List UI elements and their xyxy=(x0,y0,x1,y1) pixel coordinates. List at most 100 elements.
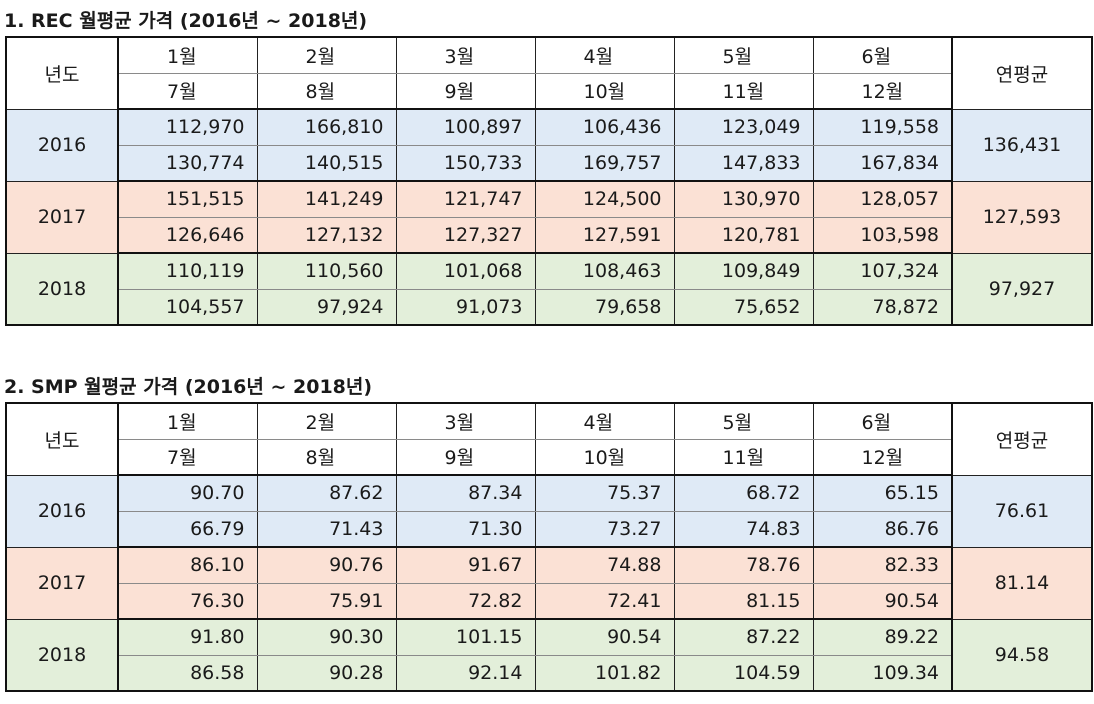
price-cell: 127,132 xyxy=(256,216,397,254)
smp-title: 2. SMP 월평균 가격 (2016년 ~ 2018년) xyxy=(4,376,373,398)
month-header: 7월 xyxy=(117,72,258,110)
annual-avg-cell: 94.58 xyxy=(951,618,1093,692)
month-header: 1월 xyxy=(117,36,258,74)
month-header: 9월 xyxy=(395,438,536,476)
price-cell: 97,924 xyxy=(256,288,397,326)
price-cell: 91,073 xyxy=(395,288,536,326)
price-cell: 79,658 xyxy=(534,288,675,326)
price-cell: 66.79 xyxy=(117,510,258,548)
price-cell: 128,057 xyxy=(812,180,953,218)
price-cell: 151,515 xyxy=(117,180,258,218)
month-header: 1월 xyxy=(117,402,258,440)
price-cell: 107,324 xyxy=(812,252,953,290)
month-header: 12월 xyxy=(812,72,953,110)
price-cell: 91.67 xyxy=(395,546,536,584)
price-cell: 127,591 xyxy=(534,216,675,254)
price-cell: 86.76 xyxy=(812,510,953,548)
month-header: 2월 xyxy=(256,402,397,440)
month-header: 6월 xyxy=(812,402,953,440)
price-cell: 75.37 xyxy=(534,474,675,512)
price-cell: 72.41 xyxy=(534,582,675,620)
price-cell: 76.30 xyxy=(117,582,258,620)
price-cell: 169,757 xyxy=(534,144,675,182)
annual-avg-cell: 127,593 xyxy=(951,180,1093,254)
month-header: 3월 xyxy=(395,36,536,74)
price-cell: 123,049 xyxy=(673,108,814,146)
month-header: 4월 xyxy=(534,36,675,74)
price-cell: 90.54 xyxy=(812,582,953,620)
price-cell: 71.30 xyxy=(395,510,536,548)
month-header: 11월 xyxy=(673,438,814,476)
price-cell: 109.34 xyxy=(812,654,953,692)
price-cell: 75.91 xyxy=(256,582,397,620)
price-cell: 81.15 xyxy=(673,582,814,620)
rec-table: 년도 1월 2월 3월 4월 5월 6월 연평균 7월 8월 9월 10월 11… xyxy=(5,36,1093,326)
month-header: 8월 xyxy=(256,438,397,476)
price-cell: 126,646 xyxy=(117,216,258,254)
month-header: 5월 xyxy=(673,36,814,74)
price-cell: 90.28 xyxy=(256,654,397,692)
price-cell: 78,872 xyxy=(812,288,953,326)
price-cell: 101.82 xyxy=(534,654,675,692)
year-header: 년도 xyxy=(5,402,119,476)
annual-avg-cell: 97,927 xyxy=(951,252,1093,326)
price-cell: 78.76 xyxy=(673,546,814,584)
price-cell: 90.54 xyxy=(534,618,675,656)
price-cell: 73.27 xyxy=(534,510,675,548)
price-cell: 86.58 xyxy=(117,654,258,692)
month-header: 3월 xyxy=(395,402,536,440)
price-cell: 91.80 xyxy=(117,618,258,656)
month-header: 10월 xyxy=(534,438,675,476)
price-cell: 89.22 xyxy=(812,618,953,656)
price-cell: 124,500 xyxy=(534,180,675,218)
price-cell: 141,249 xyxy=(256,180,397,218)
annual-avg-header: 연평균 xyxy=(951,36,1093,110)
year-cell: 2017 xyxy=(5,180,119,254)
price-cell: 101.15 xyxy=(395,618,536,656)
year-cell: 2016 xyxy=(5,108,119,182)
price-cell: 87.34 xyxy=(395,474,536,512)
price-cell: 87.62 xyxy=(256,474,397,512)
price-cell: 130,970 xyxy=(673,180,814,218)
price-cell: 140,515 xyxy=(256,144,397,182)
price-cell: 92.14 xyxy=(395,654,536,692)
year-cell: 2018 xyxy=(5,618,119,692)
year-header: 년도 xyxy=(5,36,119,110)
price-cell: 166,810 xyxy=(256,108,397,146)
price-cell: 101,068 xyxy=(395,252,536,290)
price-cell: 104.59 xyxy=(673,654,814,692)
month-header: 5월 xyxy=(673,402,814,440)
month-header: 2월 xyxy=(256,36,397,74)
price-cell: 87.22 xyxy=(673,618,814,656)
annual-avg-cell: 76.61 xyxy=(951,474,1093,548)
price-cell: 167,834 xyxy=(812,144,953,182)
year-cell: 2016 xyxy=(5,474,119,548)
annual-avg-header: 연평균 xyxy=(951,402,1093,476)
price-cell: 74.83 xyxy=(673,510,814,548)
price-cell: 72.82 xyxy=(395,582,536,620)
price-cell: 108,463 xyxy=(534,252,675,290)
month-header: 11월 xyxy=(673,72,814,110)
month-header: 10월 xyxy=(534,72,675,110)
price-cell: 103,598 xyxy=(812,216,953,254)
price-cell: 75,652 xyxy=(673,288,814,326)
month-header: 9월 xyxy=(395,72,536,110)
month-header: 12월 xyxy=(812,438,953,476)
price-cell: 82.33 xyxy=(812,546,953,584)
price-cell: 119,558 xyxy=(812,108,953,146)
month-header: 4월 xyxy=(534,402,675,440)
year-cell: 2018 xyxy=(5,252,119,326)
price-cell: 130,774 xyxy=(117,144,258,182)
price-cell: 71.43 xyxy=(256,510,397,548)
price-cell: 68.72 xyxy=(673,474,814,512)
price-cell: 110,560 xyxy=(256,252,397,290)
annual-avg-cell: 136,431 xyxy=(951,108,1093,182)
price-cell: 147,833 xyxy=(673,144,814,182)
price-cell: 106,436 xyxy=(534,108,675,146)
price-cell: 90.70 xyxy=(117,474,258,512)
month-header: 6월 xyxy=(812,36,953,74)
price-cell: 90.30 xyxy=(256,618,397,656)
year-cell: 2017 xyxy=(5,546,119,620)
price-cell: 100,897 xyxy=(395,108,536,146)
price-cell: 120,781 xyxy=(673,216,814,254)
